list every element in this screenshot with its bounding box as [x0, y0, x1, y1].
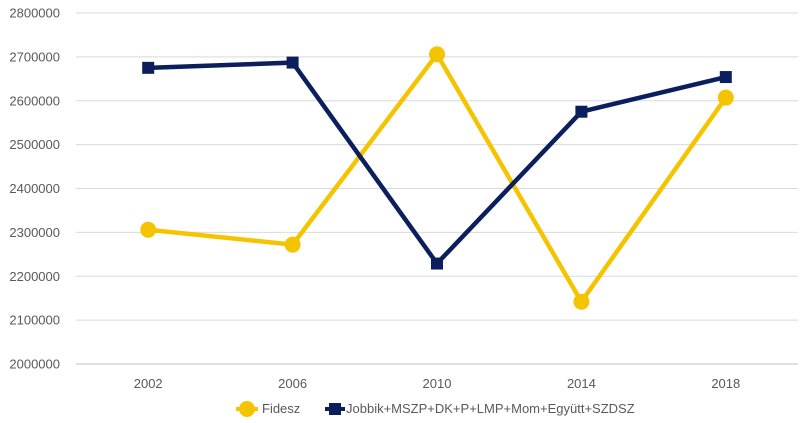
x-tick-label: 2006 [278, 376, 307, 391]
x-tick-label: 2018 [711, 376, 740, 391]
legend: Fidesz Jobbik+MSZP+DK+P+LMP+Mom+Együtt+SZ… [236, 401, 635, 417]
data-point [284, 236, 301, 253]
y-tick-label: 2200000 [9, 269, 60, 284]
data-point [286, 56, 299, 69]
legend-marker [329, 403, 341, 415]
data-point [142, 61, 155, 74]
data-point [573, 293, 590, 310]
legend-label: Jobbik+MSZP+DK+P+LMP+Mom+Együtt+SZDSZ [346, 401, 635, 416]
legend-marker [239, 401, 255, 417]
series-line [148, 60, 727, 268]
y-tick-label: 2000000 [9, 357, 60, 372]
y-tick-label: 2300000 [9, 225, 60, 240]
series-fidesz [140, 46, 734, 310]
y-tick-label: 2400000 [9, 181, 60, 196]
data-point [429, 46, 445, 63]
legend-label: Fidesz [262, 401, 300, 416]
x-tick-label: 2010 [423, 376, 452, 391]
legend-item: Jobbik+MSZP+DK+P+LMP+Mom+Együtt+SZDSZ [325, 401, 635, 416]
x-axis-tick-labels: 2002 2006 2010 2014 2018 [134, 376, 741, 391]
gridlines [76, 12, 798, 365]
x-tick-label: 2014 [567, 376, 596, 391]
x-tick-label: 2002 [134, 376, 163, 391]
data-point [717, 89, 734, 106]
series-layer [140, 46, 734, 310]
y-tick-label: 2700000 [9, 49, 60, 64]
data-point [719, 71, 732, 84]
y-tick-label: 2500000 [9, 137, 60, 152]
data-point [140, 221, 157, 238]
series-opposition [142, 56, 732, 270]
data-point [575, 105, 588, 118]
y-tick-label: 2100000 [9, 313, 60, 328]
y-tick-label: 2600000 [9, 93, 60, 108]
legend-item: Fidesz [236, 401, 300, 417]
data-point [431, 257, 443, 270]
y-axis-tick-labels: 2000000 2100000 2200000 2300000 2400000 25000… [9, 6, 60, 372]
y-tick-label: 2800000 [9, 6, 60, 21]
